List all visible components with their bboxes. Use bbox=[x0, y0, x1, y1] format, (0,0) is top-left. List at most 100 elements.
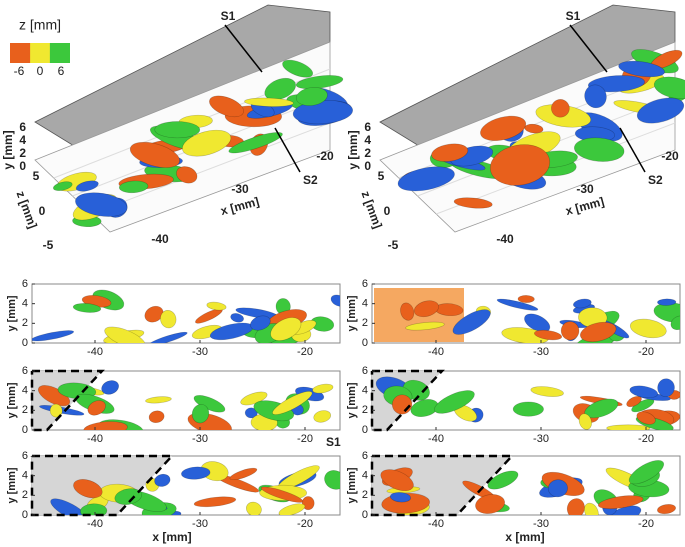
isosurfaces bbox=[32, 289, 340, 343]
y-tick-label: 0 bbox=[22, 509, 28, 521]
vortex-blob bbox=[631, 398, 655, 413]
colorbar bbox=[10, 43, 70, 63]
vortex-blob bbox=[191, 404, 210, 424]
vortex-blob bbox=[114, 488, 142, 505]
vortex-blob bbox=[584, 84, 607, 109]
vortex-blob bbox=[72, 303, 102, 313]
x-tick-label: -30 bbox=[231, 182, 249, 196]
vortex-blob bbox=[330, 294, 340, 307]
annotation: S1 bbox=[326, 435, 341, 449]
x-tick-label: -20 bbox=[297, 433, 313, 445]
vortex-blob bbox=[295, 87, 328, 106]
vortex-blob bbox=[534, 329, 563, 341]
annotation: S2 bbox=[303, 173, 318, 187]
y-tick-label: 4 bbox=[19, 133, 26, 147]
vortex-blob bbox=[193, 496, 237, 508]
y-tick-label: 6 bbox=[362, 365, 368, 377]
vortex-blob bbox=[653, 76, 685, 99]
axis-label: y [mm] bbox=[346, 130, 360, 169]
colorbar-title: z [mm] bbox=[19, 17, 61, 33]
vortex-blob bbox=[657, 298, 677, 306]
vortex-blob bbox=[260, 486, 304, 503]
vortex-blob bbox=[626, 396, 642, 408]
floor-grid bbox=[91, 122, 331, 215]
y-tick-label: 2 bbox=[364, 146, 371, 160]
vortex-blob bbox=[380, 469, 414, 492]
x-tick-label: -40 bbox=[87, 346, 103, 358]
vortex-blob bbox=[182, 129, 232, 157]
y-tick-label: 4 bbox=[362, 470, 368, 482]
vortex-blob bbox=[560, 321, 580, 341]
x-tick-label: -20 bbox=[316, 149, 334, 163]
x-tick-label: -30 bbox=[576, 182, 594, 196]
x-tick-label: -40 bbox=[151, 232, 169, 246]
y-tick-label: 0 bbox=[364, 159, 371, 173]
vortex-blob bbox=[551, 99, 570, 118]
x-tick-label: -20 bbox=[661, 149, 679, 163]
isosurfaces bbox=[32, 456, 340, 515]
axis-label: y [mm] bbox=[6, 467, 18, 503]
axis-label: x [mm] bbox=[152, 530, 191, 544]
y-tick-label: 2 bbox=[362, 317, 368, 329]
axis-label: z [mm] bbox=[359, 189, 385, 230]
vortex-blob bbox=[636, 97, 685, 124]
axis-label: y [mm] bbox=[1, 130, 15, 169]
vortex-blob bbox=[496, 298, 539, 311]
x-tick-label: -20 bbox=[297, 346, 313, 358]
axis-label: y [mm] bbox=[346, 467, 358, 503]
axis-label: x [mm] bbox=[219, 194, 261, 218]
y-tick-label: 6 bbox=[22, 450, 28, 462]
vortex-blob bbox=[272, 391, 313, 415]
vortex-blob bbox=[75, 180, 99, 192]
vortex-blob bbox=[324, 470, 340, 490]
vortex-blob bbox=[487, 470, 519, 490]
vortex-blob bbox=[400, 302, 415, 321]
vortex-blob bbox=[606, 424, 651, 430]
colorbar-tick-label: 0 bbox=[37, 64, 44, 78]
vortex-blob bbox=[49, 403, 63, 418]
vortex-blob bbox=[547, 479, 568, 498]
y-tick-label: 4 bbox=[22, 385, 28, 397]
isosurfaces bbox=[372, 456, 676, 515]
vortex-blob bbox=[580, 321, 617, 343]
annotation-arrow bbox=[274, 127, 301, 173]
y-tick-label: 0 bbox=[362, 509, 368, 521]
z-tick-label: -5 bbox=[43, 238, 54, 252]
z-tick-label: 5 bbox=[33, 169, 40, 183]
vortex-blob bbox=[50, 498, 89, 515]
vortex-blob bbox=[148, 331, 188, 343]
isosurfaces bbox=[32, 371, 334, 430]
vortex-blob bbox=[397, 166, 455, 192]
axis-label: y [mm] bbox=[6, 382, 18, 418]
vortex-blob bbox=[584, 502, 599, 515]
annotation-arrow bbox=[224, 24, 263, 73]
z-tick-label: 5 bbox=[378, 169, 385, 183]
isosurfaces bbox=[374, 288, 680, 343]
vortex-blob bbox=[431, 143, 469, 162]
vortex-blob bbox=[244, 407, 258, 419]
annotation-arrow bbox=[619, 127, 646, 173]
vortex-blob bbox=[629, 318, 667, 339]
vortex-blob bbox=[578, 413, 592, 430]
y-tick-label: 4 bbox=[22, 298, 28, 310]
vortex-blob bbox=[512, 401, 544, 417]
vortex-blob bbox=[657, 378, 675, 398]
x-tick-label: -30 bbox=[192, 346, 208, 358]
vortex-blob bbox=[264, 77, 296, 101]
vortex-blob bbox=[670, 315, 680, 330]
panel-2d: 0 2 4 6 -40 -30 -20 y [mm] bbox=[6, 365, 341, 445]
vortex-blob bbox=[587, 75, 645, 93]
x-tick-label: -40 bbox=[428, 433, 444, 445]
y-tick-label: 6 bbox=[362, 278, 368, 290]
vortex-blob bbox=[405, 321, 445, 331]
vortex-blob bbox=[32, 330, 75, 342]
vortex-blob bbox=[181, 466, 211, 480]
vortex-blob bbox=[154, 121, 201, 139]
y-tick-label: 2 bbox=[22, 317, 28, 329]
y-tick-label: 0 bbox=[362, 424, 368, 436]
vortex-blob bbox=[453, 197, 493, 209]
x-tick-label: -30 bbox=[533, 346, 549, 358]
colorbar-tick-label: -6 bbox=[14, 64, 25, 78]
vortex-blob bbox=[618, 60, 665, 78]
